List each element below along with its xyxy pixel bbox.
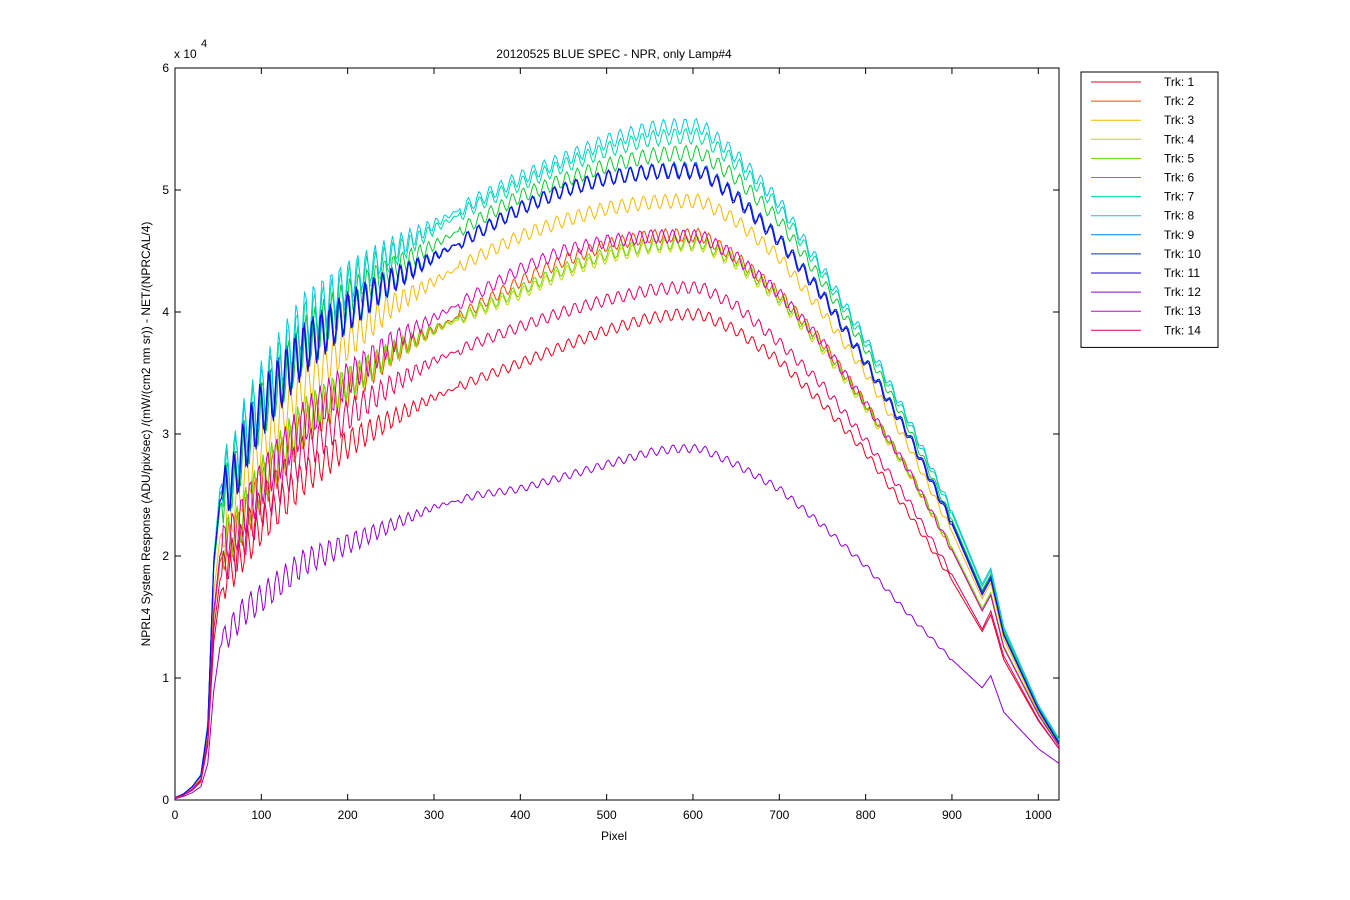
legend-label: Trk: 5 (1164, 151, 1195, 165)
legend-box (1080, 71, 1219, 348)
legend-label: Trk: 13 (1164, 304, 1201, 318)
y-tick-label: 4 (162, 305, 169, 319)
legend-label: Trk: 8 (1164, 209, 1195, 223)
y-tick-label: 0 (162, 793, 169, 807)
y-tick-label: 1 (162, 671, 169, 685)
y-tick-label: 3 (162, 427, 169, 441)
legend-label: Trk: 7 (1164, 190, 1195, 204)
legend-label: Trk: 2 (1164, 94, 1195, 108)
x-tick-label: 200 (338, 808, 358, 822)
y-tick-label: 5 (162, 183, 169, 197)
series-lines (174, 117, 1060, 800)
plot-area (174, 67, 1060, 801)
series-line (174, 192, 1060, 799)
legend: Trk: 1 Trk: 2 Trk: 3 Trk: 4 Trk: 5 Trk: 6 Trk:… (1080, 71, 1219, 348)
y-exponent-power: 4 (201, 38, 207, 50)
y-axis-label: NPRL4 System Response (ADU/pix/sec) /(mW… (139, 222, 153, 647)
x-tick-label: 900 (942, 808, 962, 822)
series-line (174, 307, 1060, 799)
chart-title: 20120525 BLUE SPEC - NPR, only Lamp#4 (496, 47, 732, 61)
x-axis-label: Pixel (601, 829, 627, 843)
series-line (174, 280, 1060, 799)
x-tick-label: 500 (597, 808, 617, 822)
x-axis: 0 100 200 300 400 500 600 700 800 900 1000 (172, 68, 1052, 822)
y-tick-label: 2 (162, 549, 169, 563)
series-line (174, 228, 1060, 799)
x-tick-label: 600 (683, 808, 703, 822)
x-tick-label: 100 (251, 808, 271, 822)
series-line (174, 163, 1060, 799)
x-tick-label: 1000 (1025, 808, 1052, 822)
x-tick-label: 300 (424, 808, 444, 822)
legend-label: Trk: 9 (1164, 228, 1195, 242)
legend-label: Trk: 1 (1164, 75, 1195, 89)
legend-label: Trk: 12 (1164, 285, 1201, 299)
series-line (174, 443, 1060, 800)
series-line (174, 117, 1060, 799)
legend-label: Trk: 3 (1164, 113, 1195, 127)
y-exponent-label: x 10 (174, 47, 197, 61)
x-tick-label: 800 (856, 808, 876, 822)
x-tick-label: 400 (510, 808, 530, 822)
legend-label: Trk: 4 (1164, 132, 1195, 146)
x-tick-label: 700 (769, 808, 789, 822)
y-axis: 0 1 2 3 4 5 6 (162, 61, 1059, 807)
legend-label: Trk: 14 (1164, 323, 1201, 337)
legend-label: Trk: 10 (1164, 247, 1201, 261)
series-line (174, 237, 1060, 799)
legend-label: Trk: 11 (1164, 266, 1200, 280)
series-line (174, 144, 1060, 799)
y-tick-label: 6 (162, 61, 169, 75)
legend-label: Trk: 6 (1164, 171, 1195, 185)
x-tick-label: 0 (172, 808, 179, 822)
series-line (174, 127, 1060, 799)
